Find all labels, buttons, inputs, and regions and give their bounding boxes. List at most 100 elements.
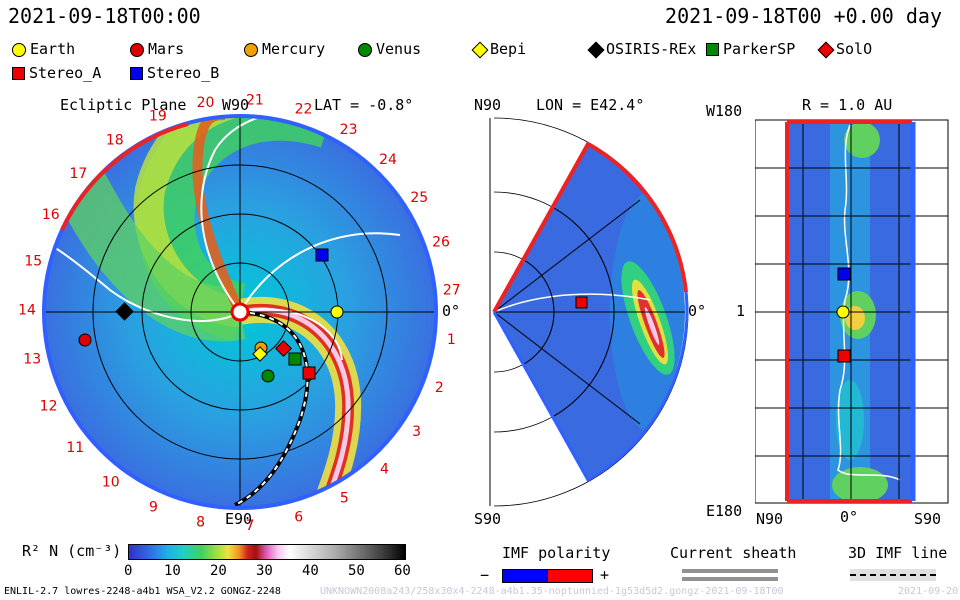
ecliptic-right-label: 0°	[442, 302, 461, 320]
colorbar-gradient	[128, 544, 406, 560]
meridional-stereo-a-position	[575, 296, 588, 309]
carrington-label: 9	[149, 500, 158, 516]
legend-item-stereo-a: Stereo_A	[12, 64, 101, 82]
parkersp-position	[288, 352, 302, 366]
imf-positive-swatch	[547, 569, 593, 583]
colorbar-tick: 30	[256, 563, 273, 579]
carrington-label: 18	[106, 133, 124, 149]
carrington-label: 8	[196, 514, 205, 530]
carrington-label: 20	[197, 95, 215, 111]
carrington-label: 26	[432, 235, 450, 251]
sphere-bottom-n90: N90	[756, 510, 784, 528]
stereo-a-position	[302, 366, 316, 380]
colorbar-tick: 60	[394, 563, 411, 579]
carrington-label: 11	[66, 440, 84, 456]
sphere-bottom-0: 0°	[840, 508, 859, 526]
ecliptic-title: Ecliptic Plane	[60, 96, 187, 114]
earth-marker-icon	[12, 42, 26, 57]
sphere-blob-top	[844, 122, 880, 158]
legend-item-solo: SolO	[817, 40, 872, 58]
legend-item-osiris-rex: OSIRIS-REx	[587, 40, 696, 58]
carrington-label: 3	[412, 424, 421, 440]
earth-position	[330, 305, 344, 319]
colorbar-tick: 0	[124, 563, 133, 579]
current-sheath-title: Current sheath	[670, 544, 797, 562]
sphere-blob-bottom	[832, 467, 888, 503]
solo-marker-icon	[817, 41, 835, 58]
colorbar-tick: 40	[302, 563, 319, 579]
venus-marker-icon	[358, 42, 372, 57]
osiris-rex-marker-icon	[587, 41, 605, 58]
colorbar-tick: 10	[164, 563, 181, 579]
legend-item-bepi: Bepi	[471, 40, 526, 58]
ecliptic-top-label: W90	[222, 96, 250, 114]
ecliptic-border-red	[60, 122, 189, 231]
meridional-title: LON = E42.4°	[536, 96, 645, 114]
carrington-label: 25	[410, 190, 428, 206]
sphere-title: R = 1.0 AU	[802, 96, 893, 114]
legend-item-venus: Venus	[358, 40, 421, 58]
meridional-right-label: 0°	[688, 302, 707, 320]
colorbar-label: R² N (cm⁻³)	[22, 542, 122, 560]
stereo-b-marker-icon	[130, 67, 143, 80]
sphere-bottom-s90: S90	[914, 510, 942, 528]
legend-item-mars: Mars	[130, 40, 184, 58]
sphere-stereo-b-position	[837, 267, 851, 281]
sphere-label-w180: W180	[706, 102, 743, 120]
bepi-position	[252, 346, 268, 362]
carrington-label: 7	[245, 518, 254, 530]
colorbar-tick: 50	[348, 563, 365, 579]
carrington-label: 12	[40, 398, 58, 414]
carrington-label: 17	[69, 166, 87, 182]
venus-position	[261, 369, 275, 383]
current-sheath-line-1	[682, 569, 778, 573]
imf-minus-label: −	[480, 566, 490, 584]
footer-run-info: UNKNOWN2008a243/258x30x4-2248-a4b1.35-no…	[320, 586, 784, 597]
mars-marker-icon	[130, 42, 144, 57]
imf-line-swatch	[850, 569, 936, 581]
carrington-label: 14	[18, 303, 36, 319]
imf-line-title: 3D IMF line	[848, 544, 948, 562]
mars-position	[78, 333, 92, 347]
sphere-label-mid: 1	[736, 302, 746, 320]
sphere-earth-position	[836, 305, 850, 319]
carrington-label: 10	[102, 474, 120, 490]
carrington-label: 1	[447, 332, 456, 348]
meridional-top-label: N90	[474, 96, 502, 114]
mercury-marker-icon	[244, 42, 258, 57]
footer-model-info: ENLIL-2.7 lowres-2248-a4b1 WSA_V2.2 GONG…	[4, 586, 281, 597]
legend-item-mercury: Mercury	[244, 40, 325, 58]
carrington-label: 13	[23, 352, 41, 368]
carrington-label: 24	[379, 152, 397, 168]
stereo-b-position	[315, 248, 329, 262]
carrington-label: 27	[443, 283, 461, 299]
carrington-label: 22	[295, 102, 313, 118]
header-datetime-right: 2021-09-18T00 +0.00 day	[665, 4, 942, 28]
sphere-label-e180: E180	[706, 502, 743, 520]
sphere-map-plot	[755, 119, 949, 504]
legend-item-parkersp: ParkerSP	[706, 40, 795, 58]
legend-item-earth: Earth	[12, 40, 75, 58]
colorbar-tick: 20	[210, 563, 227, 579]
imf-negative-swatch	[502, 569, 548, 583]
carrington-label: 4	[380, 462, 389, 478]
imf-plus-label: +	[600, 566, 610, 584]
ecliptic-bottom-label: E90	[225, 510, 253, 528]
stereo-a-marker-icon	[12, 67, 25, 80]
imf-polarity-title: IMF polarity	[502, 544, 611, 562]
carrington-label: 23	[340, 122, 358, 138]
solo-position	[275, 340, 292, 357]
legend-item-stereo-b: Stereo_B	[130, 64, 219, 82]
meridional-plot	[489, 117, 689, 507]
carrington-label: 21	[246, 93, 264, 109]
parkersp-marker-icon	[706, 43, 719, 56]
carrington-label: 2	[435, 380, 444, 396]
ecliptic-lat-label: LAT = -0.8°	[314, 96, 414, 114]
carrington-label: 19	[149, 109, 167, 125]
meridional-bottom-label: S90	[474, 510, 502, 528]
carrington-label: 15	[24, 254, 42, 270]
carrington-label: 6	[294, 510, 303, 526]
sphere-stereo-a-position	[837, 349, 851, 363]
